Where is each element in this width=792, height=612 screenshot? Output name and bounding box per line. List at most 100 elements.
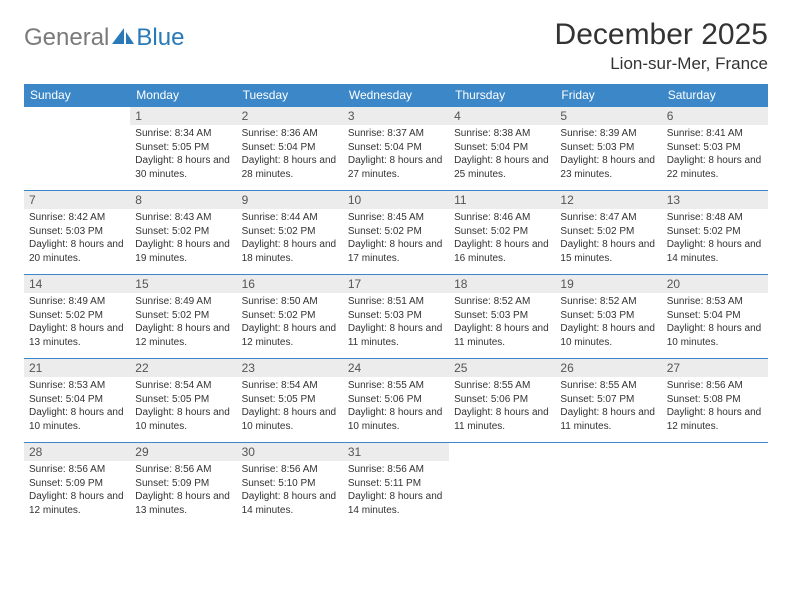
calendar-cell: 19Sunrise: 8:52 AMSunset: 5:03 PMDayligh…	[555, 275, 661, 359]
day-data: Sunrise: 8:41 AMSunset: 5:03 PMDaylight:…	[662, 125, 768, 185]
day-number: 24	[343, 359, 449, 377]
day-number: 2	[237, 107, 343, 125]
daylight-text: Daylight: 8 hours and 18 minutes.	[242, 238, 338, 265]
sunrise-text: Sunrise: 8:41 AM	[667, 127, 763, 141]
weekday-header: Saturday	[662, 84, 768, 107]
calendar-row: 7Sunrise: 8:42 AMSunset: 5:03 PMDaylight…	[24, 191, 768, 275]
calendar-cell: 10Sunrise: 8:45 AMSunset: 5:02 PMDayligh…	[343, 191, 449, 275]
day-number: 14	[24, 275, 130, 293]
day-data: Sunrise: 8:53 AMSunset: 5:04 PMDaylight:…	[24, 377, 130, 437]
day-number: 9	[237, 191, 343, 209]
calendar-cell: 15Sunrise: 8:49 AMSunset: 5:02 PMDayligh…	[130, 275, 236, 359]
day-data: Sunrise: 8:55 AMSunset: 5:06 PMDaylight:…	[343, 377, 449, 437]
sunrise-text: Sunrise: 8:48 AM	[667, 211, 763, 225]
sunset-text: Sunset: 5:03 PM	[560, 309, 656, 323]
weekday-header: Sunday	[24, 84, 130, 107]
sunset-text: Sunset: 5:02 PM	[348, 225, 444, 239]
sunrise-text: Sunrise: 8:56 AM	[242, 463, 338, 477]
sunset-text: Sunset: 5:02 PM	[135, 225, 231, 239]
weekday-header: Thursday	[449, 84, 555, 107]
calendar-row: 21Sunrise: 8:53 AMSunset: 5:04 PMDayligh…	[24, 359, 768, 443]
calendar-cell: 21Sunrise: 8:53 AMSunset: 5:04 PMDayligh…	[24, 359, 130, 443]
sunset-text: Sunset: 5:03 PM	[29, 225, 125, 239]
calendar-cell: 14Sunrise: 8:49 AMSunset: 5:02 PMDayligh…	[24, 275, 130, 359]
sunrise-text: Sunrise: 8:46 AM	[454, 211, 550, 225]
daylight-text: Daylight: 8 hours and 27 minutes.	[348, 154, 444, 181]
day-number: 1	[130, 107, 236, 125]
sunrise-text: Sunrise: 8:51 AM	[348, 295, 444, 309]
day-data: Sunrise: 8:44 AMSunset: 5:02 PMDaylight:…	[237, 209, 343, 269]
logo-text-gray: General	[24, 24, 109, 52]
daylight-text: Daylight: 8 hours and 19 minutes.	[135, 238, 231, 265]
daylight-text: Daylight: 8 hours and 12 minutes.	[242, 322, 338, 349]
day-data: Sunrise: 8:38 AMSunset: 5:04 PMDaylight:…	[449, 125, 555, 185]
day-data: Sunrise: 8:53 AMSunset: 5:04 PMDaylight:…	[662, 293, 768, 353]
sunset-text: Sunset: 5:02 PM	[242, 309, 338, 323]
day-data: Sunrise: 8:56 AMSunset: 5:08 PMDaylight:…	[662, 377, 768, 437]
weekday-header: Wednesday	[343, 84, 449, 107]
daylight-text: Daylight: 8 hours and 20 minutes.	[29, 238, 125, 265]
sunrise-text: Sunrise: 8:50 AM	[242, 295, 338, 309]
calendar-table: Sunday Monday Tuesday Wednesday Thursday…	[24, 84, 768, 527]
calendar-cell: 2Sunrise: 8:36 AMSunset: 5:04 PMDaylight…	[237, 107, 343, 191]
day-number: 22	[130, 359, 236, 377]
sunset-text: Sunset: 5:10 PM	[242, 477, 338, 491]
day-data: Sunrise: 8:47 AMSunset: 5:02 PMDaylight:…	[555, 209, 661, 269]
sunset-text: Sunset: 5:02 PM	[560, 225, 656, 239]
sunset-text: Sunset: 5:03 PM	[348, 309, 444, 323]
sunset-text: Sunset: 5:03 PM	[454, 309, 550, 323]
calendar-row: 28Sunrise: 8:56 AMSunset: 5:09 PMDayligh…	[24, 443, 768, 527]
day-number: 26	[555, 359, 661, 377]
daylight-text: Daylight: 8 hours and 22 minutes.	[667, 154, 763, 181]
sunrise-text: Sunrise: 8:49 AM	[135, 295, 231, 309]
day-data: Sunrise: 8:48 AMSunset: 5:02 PMDaylight:…	[662, 209, 768, 269]
daylight-text: Daylight: 8 hours and 14 minutes.	[242, 490, 338, 517]
day-data: Sunrise: 8:56 AMSunset: 5:09 PMDaylight:…	[24, 461, 130, 521]
day-data: Sunrise: 8:34 AMSunset: 5:05 PMDaylight:…	[130, 125, 236, 185]
day-number: 13	[662, 191, 768, 209]
day-number: 31	[343, 443, 449, 461]
calendar-cell: 18Sunrise: 8:52 AMSunset: 5:03 PMDayligh…	[449, 275, 555, 359]
day-number: 12	[555, 191, 661, 209]
day-data: Sunrise: 8:37 AMSunset: 5:04 PMDaylight:…	[343, 125, 449, 185]
day-data: Sunrise: 8:39 AMSunset: 5:03 PMDaylight:…	[555, 125, 661, 185]
sunrise-text: Sunrise: 8:54 AM	[135, 379, 231, 393]
daylight-text: Daylight: 8 hours and 23 minutes.	[560, 154, 656, 181]
day-number: 10	[343, 191, 449, 209]
sunrise-text: Sunrise: 8:56 AM	[667, 379, 763, 393]
sunrise-text: Sunrise: 8:52 AM	[454, 295, 550, 309]
day-data: Sunrise: 8:54 AMSunset: 5:05 PMDaylight:…	[237, 377, 343, 437]
calendar-cell	[662, 443, 768, 527]
day-number: 7	[24, 191, 130, 209]
sunset-text: Sunset: 5:05 PM	[242, 393, 338, 407]
calendar-cell	[24, 107, 130, 191]
month-title: December 2025	[555, 18, 768, 52]
sunrise-text: Sunrise: 8:56 AM	[29, 463, 125, 477]
day-number: 16	[237, 275, 343, 293]
header: General Blue December 2025 Lion-sur-Mer,…	[24, 18, 768, 74]
sunrise-text: Sunrise: 8:44 AM	[242, 211, 338, 225]
sunrise-text: Sunrise: 8:56 AM	[348, 463, 444, 477]
daylight-text: Daylight: 8 hours and 11 minutes.	[560, 406, 656, 433]
daylight-text: Daylight: 8 hours and 12 minutes.	[29, 490, 125, 517]
sunset-text: Sunset: 5:06 PM	[348, 393, 444, 407]
daylight-text: Daylight: 8 hours and 30 minutes.	[135, 154, 231, 181]
calendar-cell: 3Sunrise: 8:37 AMSunset: 5:04 PMDaylight…	[343, 107, 449, 191]
daylight-text: Daylight: 8 hours and 11 minutes.	[348, 322, 444, 349]
day-number: 15	[130, 275, 236, 293]
day-number: 19	[555, 275, 661, 293]
calendar-cell: 1Sunrise: 8:34 AMSunset: 5:05 PMDaylight…	[130, 107, 236, 191]
sunrise-text: Sunrise: 8:45 AM	[348, 211, 444, 225]
sunrise-text: Sunrise: 8:39 AM	[560, 127, 656, 141]
day-data: Sunrise: 8:56 AMSunset: 5:09 PMDaylight:…	[130, 461, 236, 521]
day-data: Sunrise: 8:43 AMSunset: 5:02 PMDaylight:…	[130, 209, 236, 269]
day-number: 3	[343, 107, 449, 125]
logo-sail-icon	[112, 27, 134, 45]
sunset-text: Sunset: 5:03 PM	[667, 141, 763, 155]
day-number: 8	[130, 191, 236, 209]
weekday-header: Monday	[130, 84, 236, 107]
day-data: Sunrise: 8:49 AMSunset: 5:02 PMDaylight:…	[130, 293, 236, 353]
daylight-text: Daylight: 8 hours and 11 minutes.	[454, 406, 550, 433]
daylight-text: Daylight: 8 hours and 12 minutes.	[135, 322, 231, 349]
daylight-text: Daylight: 8 hours and 15 minutes.	[560, 238, 656, 265]
